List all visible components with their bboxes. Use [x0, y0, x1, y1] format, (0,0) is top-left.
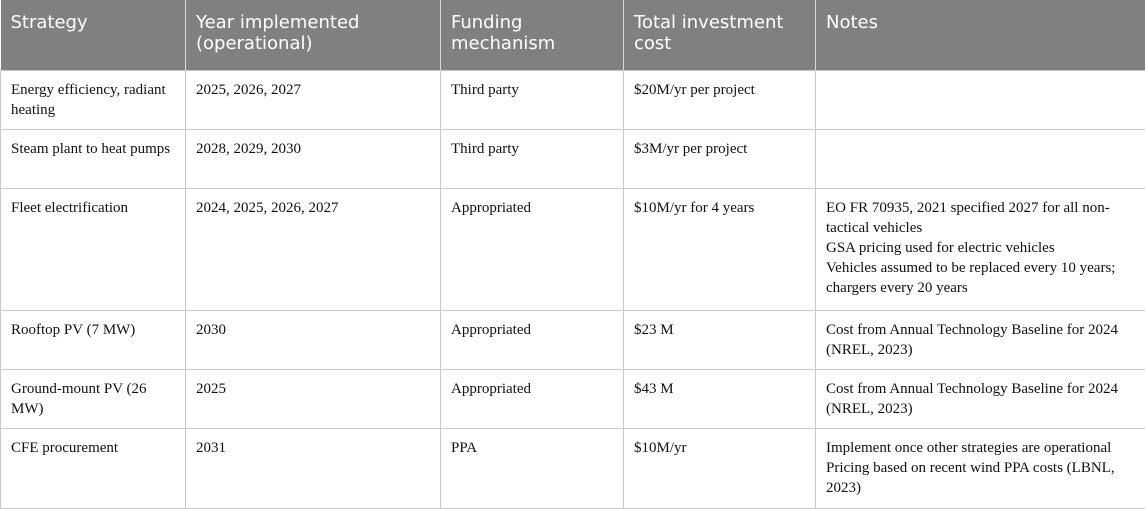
table-row: Fleet electrification 2024, 2025, 2026, … — [0, 188, 1145, 311]
cell-year: 2025, 2026, 2027 — [185, 70, 441, 130]
cell-strategy: Energy efficiency, radiant heating — [0, 70, 186, 130]
table-body: Energy efficiency, radiant heating 2025,… — [0, 70, 1145, 509]
cell-strategy: Steam plant to heat pumps — [0, 129, 186, 189]
cell-notes: Cost from Annual Technology Baseline for… — [815, 369, 1145, 429]
note-line: Implement once other strategies are oper… — [826, 440, 1112, 456]
cell-cost: $43 M — [623, 369, 816, 429]
cell-cost: $20M/yr per project — [623, 70, 816, 130]
cell-notes: EO FR 70935, 2021 specified 2027 for all… — [815, 188, 1145, 311]
cell-funding: PPA — [440, 428, 624, 509]
cell-year: 2030 — [185, 310, 441, 370]
cell-strategy: Fleet electrification — [0, 188, 186, 311]
cell-notes — [815, 129, 1145, 189]
cell-notes: Implement once other strategies are oper… — [815, 428, 1145, 509]
cell-year: 2028, 2029, 2030 — [185, 129, 441, 189]
header-strategy: Strategy — [0, 0, 186, 71]
header-notes: Notes — [815, 0, 1145, 71]
cell-strategy: CFE procurement — [0, 428, 186, 509]
table-row: Energy efficiency, radiant heating 2025,… — [0, 70, 1145, 130]
cell-strategy: Rooftop PV (7 MW) — [0, 310, 186, 370]
cell-funding: Third party — [440, 70, 624, 130]
cell-year: 2025 — [185, 369, 441, 429]
cell-cost: $10M/yr — [623, 428, 816, 509]
note-line: Cost from Annual Technology Baseline for… — [826, 381, 1118, 417]
cell-funding: Third party — [440, 129, 624, 189]
note-line: Cost from Annual Technology Baseline for… — [826, 322, 1118, 358]
table-row: CFE procurement 2031 PPA $10M/yr Impleme… — [0, 428, 1145, 509]
cell-funding: Appropriated — [440, 369, 624, 429]
note-line: Pricing based on recent wind PPA costs (… — [826, 460, 1115, 496]
header-row: Strategy Year implemented (operational) … — [0, 0, 1145, 71]
cell-notes: Cost from Annual Technology Baseline for… — [815, 310, 1145, 370]
cell-funding: Appropriated — [440, 310, 624, 370]
cell-cost: $3M/yr per project — [623, 129, 816, 189]
note-line: GSA pricing used for electric vehicles — [826, 240, 1055, 256]
cell-year: 2024, 2025, 2026, 2027 — [185, 188, 441, 311]
note-line: Vehicles assumed to be replaced every 10… — [826, 260, 1116, 296]
note-line: EO FR 70935, 2021 specified 2027 for all… — [826, 200, 1110, 236]
header-total-investment-cost: Total investment cost — [623, 0, 816, 71]
cell-cost: $23 M — [623, 310, 816, 370]
cell-notes — [815, 70, 1145, 130]
table-row: Ground-mount PV (26 MW) 2025 Appropriate… — [0, 369, 1145, 429]
header-year-implemented: Year implemented (operational) — [185, 0, 441, 71]
cell-cost: $10M/yr for 4 years — [623, 188, 816, 311]
table-row: Steam plant to heat pumps 2028, 2029, 20… — [0, 129, 1145, 189]
cell-strategy: Ground-mount PV (26 MW) — [0, 369, 186, 429]
header-funding-mechanism: Funding mechanism — [440, 0, 624, 71]
table-header: Strategy Year implemented (operational) … — [0, 0, 1145, 71]
cell-year: 2031 — [185, 428, 441, 509]
cell-funding: Appropriated — [440, 188, 624, 311]
table-row: Rooftop PV (7 MW) 2030 Appropriated $23 … — [0, 310, 1145, 370]
